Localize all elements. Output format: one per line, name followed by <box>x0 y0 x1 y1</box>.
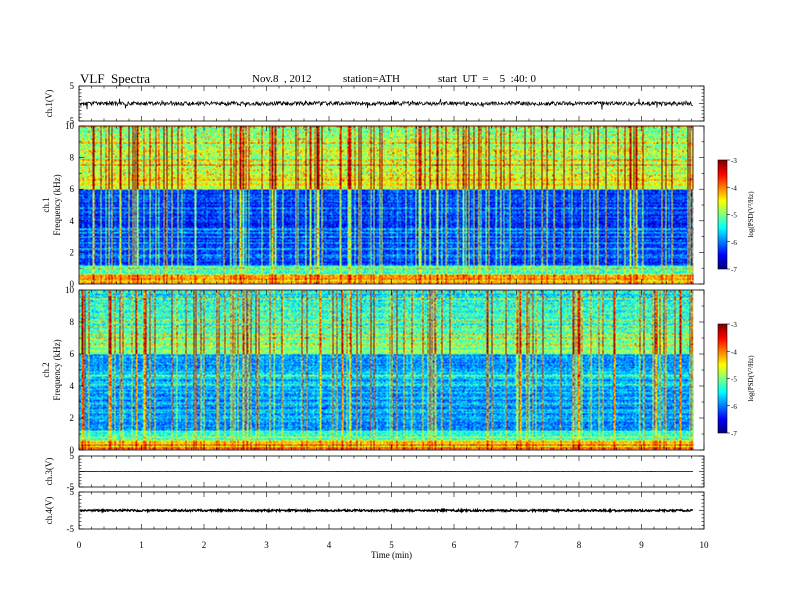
ch2-spectrogram-colorbar-tick-label: -4 <box>731 348 737 356</box>
ch3-waveform-ytick-label: -5 <box>67 482 75 492</box>
x-tick-label: 6 <box>452 540 457 550</box>
ch1-spectrogram-ytick-label: 4 <box>70 216 75 226</box>
spectrogram-ch1 <box>79 126 704 284</box>
plot-title: VLF Spectra <box>80 71 151 86</box>
x-tick-label: 9 <box>639 540 644 550</box>
ch1-spectrogram-ytick-label: 2 <box>70 247 75 257</box>
x-axis-label: Time (min) <box>371 550 412 560</box>
ch1-spectrogram-colorbar <box>718 160 727 269</box>
ch4-waveform-ytick-label: -5 <box>67 524 75 534</box>
ch2-spectrogram-ytick-label: 4 <box>70 381 75 391</box>
ch1-spectrogram-colorbar-tick-label: -3 <box>731 157 737 165</box>
ch3-waveform-ylabel: ch.3(V) <box>44 458 54 486</box>
spectrogram-ch2 <box>79 290 704 450</box>
x-tick-label: 4 <box>327 540 332 550</box>
ch1-waveform-ylabel: ch.1(V) <box>44 90 54 118</box>
ch2-spectrogram-colorbar-tick-label: -6 <box>731 403 737 411</box>
ch2-spectrogram-channel-label: ch.2 <box>41 362 51 377</box>
ch1-spectrogram-ytick-label: 6 <box>70 184 75 194</box>
x-tick-label: 7 <box>514 540 519 550</box>
spectrogram-images <box>79 126 704 450</box>
ch4-trace <box>79 507 694 514</box>
ch1-spectrogram-ytick-label: 10 <box>65 121 75 131</box>
x-tick-label: 1 <box>139 540 144 550</box>
x-tick-label: 10 <box>700 540 710 550</box>
ch2-spectrogram-colorbar-label: log(PSD(V²/Hz) <box>747 355 755 402</box>
ch4-waveform-ytick-label: 5 <box>70 487 75 497</box>
ch1-spectrogram-colorbar-tick-label: -4 <box>731 184 737 192</box>
x-tick-label: 2 <box>202 540 207 550</box>
ch2-spectrogram-ytick-label: 0 <box>70 445 75 455</box>
ch1-spectrogram-ytick-label: 8 <box>70 153 75 163</box>
ch1-spectrogram-colorbar-tick-label: -6 <box>731 239 737 247</box>
ch2-spectrogram-colorbar-tick-label: -5 <box>731 376 737 384</box>
ch1-trace <box>79 98 694 110</box>
station-label: station=ATH <box>343 73 400 85</box>
axes-group <box>78 85 730 530</box>
ch4-waveform-ylabel: ch.4(V) <box>44 497 54 525</box>
ch2-spectrogram-colorbar-tick-label: -3 <box>731 321 737 329</box>
ch1-waveform-ytick-label: 5 <box>70 81 75 91</box>
x-tick-label: 3 <box>264 540 269 550</box>
ch3-waveform-ytick-label: 5 <box>70 451 75 461</box>
x-tick-label: 8 <box>577 540 582 550</box>
ch2-spectrogram-colorbar-tick-label: -7 <box>731 430 737 438</box>
ch2-spectrogram-ylabel: Frequency (kHz) <box>52 339 62 400</box>
x-tick-label: 0 <box>77 540 82 550</box>
ch2-spectrogram-colorbar <box>718 324 727 433</box>
ch1-spectrogram-ytick-label: 0 <box>70 279 75 289</box>
date-label: Nov.8 , 2012 <box>252 73 312 85</box>
ch2-spectrogram-ytick-label: 6 <box>70 349 75 359</box>
ch2-spectrogram-ytick-label: 2 <box>70 413 75 423</box>
ch1-spectrogram-colorbar-tick-label: -5 <box>731 212 737 220</box>
ch2-spectrogram-ytick-label: 10 <box>65 285 75 295</box>
ch1-spectrogram-ylabel: Frequency (kHz) <box>52 174 62 235</box>
ch1-waveform-ytick-label: -5 <box>67 116 75 126</box>
ch2-spectrogram-ytick-label: 8 <box>70 317 75 327</box>
start-time-label: start UT = 5 :40: 0 <box>438 73 536 85</box>
x-tick-label: 5 <box>389 540 394 550</box>
ch1-spectrogram-colorbar-label: log(PSD(V²/Hz) <box>747 191 755 238</box>
ch1-spectrogram-colorbar-tick-label: -7 <box>731 266 737 274</box>
waveform-traces <box>79 98 694 514</box>
ch1-spectrogram-channel-label: ch.1 <box>41 197 51 212</box>
